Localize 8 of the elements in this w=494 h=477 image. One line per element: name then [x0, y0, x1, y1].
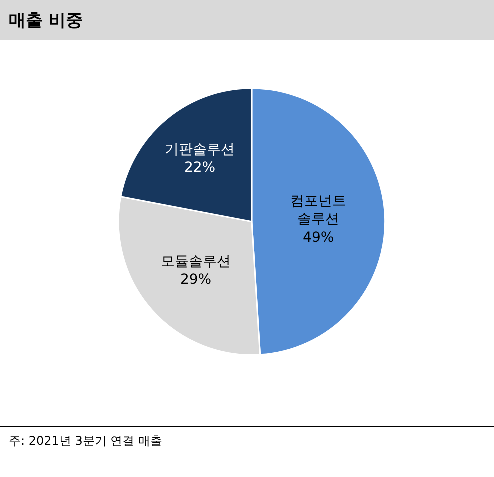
data-label: 22% [184, 160, 216, 176]
data-label: 49% [303, 230, 334, 246]
chart-title: 매출 비중 [9, 11, 83, 31]
slice-label: 모듈솔루션 [161, 254, 232, 270]
text: 주: 2021년 3분기 연결 매출 [9, 434, 162, 448]
slice-label: 컴포넌트 솔루션 [290, 194, 347, 228]
data-label: 29% [180, 272, 212, 288]
slice-label: 기판솔루션 [165, 142, 236, 158]
